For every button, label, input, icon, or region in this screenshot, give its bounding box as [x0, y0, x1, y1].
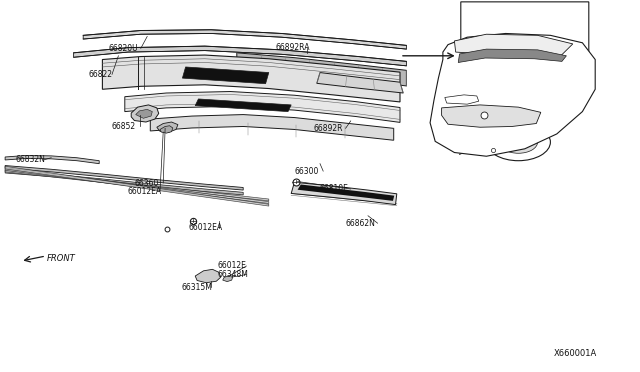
Polygon shape [458, 49, 566, 62]
Polygon shape [430, 33, 595, 156]
Text: 66348M: 66348M [218, 270, 248, 279]
Polygon shape [454, 34, 573, 57]
Polygon shape [461, 2, 589, 78]
Polygon shape [182, 67, 269, 84]
Polygon shape [317, 73, 403, 93]
Text: 66300: 66300 [294, 167, 319, 176]
Text: 66012EA: 66012EA [128, 187, 162, 196]
Text: 66012EA: 66012EA [189, 223, 223, 232]
Text: X660001A: X660001A [554, 349, 597, 358]
Text: 66012E: 66012E [218, 262, 246, 270]
Circle shape [499, 131, 538, 153]
Text: 66810E: 66810E [320, 185, 349, 193]
Polygon shape [160, 126, 173, 133]
Polygon shape [5, 166, 243, 190]
Text: 66862N: 66862N [346, 219, 376, 228]
Polygon shape [5, 155, 99, 164]
Polygon shape [223, 275, 233, 282]
Polygon shape [291, 182, 397, 205]
Polygon shape [157, 122, 178, 132]
Polygon shape [195, 269, 221, 283]
Polygon shape [125, 92, 400, 122]
Polygon shape [74, 46, 406, 66]
Polygon shape [150, 115, 394, 140]
Polygon shape [5, 168, 269, 203]
Polygon shape [131, 105, 159, 122]
Polygon shape [298, 185, 394, 201]
Polygon shape [442, 105, 541, 127]
Text: 66892R: 66892R [314, 124, 343, 133]
Polygon shape [5, 166, 269, 206]
Text: 66852: 66852 [112, 122, 136, 131]
Polygon shape [195, 99, 291, 112]
Text: 66360: 66360 [134, 179, 159, 187]
Polygon shape [5, 169, 269, 201]
Circle shape [486, 124, 550, 161]
Text: FRONT: FRONT [47, 254, 76, 263]
Polygon shape [237, 53, 406, 86]
Polygon shape [102, 55, 400, 102]
Text: 66832N: 66832N [16, 155, 46, 164]
Polygon shape [136, 109, 152, 118]
Polygon shape [5, 170, 243, 195]
Polygon shape [83, 30, 406, 49]
Text: 66820U: 66820U [109, 44, 138, 53]
Text: 66892RA: 66892RA [275, 43, 310, 52]
Text: 66822: 66822 [88, 70, 113, 79]
Text: 66315M: 66315M [181, 283, 212, 292]
Polygon shape [445, 95, 479, 104]
